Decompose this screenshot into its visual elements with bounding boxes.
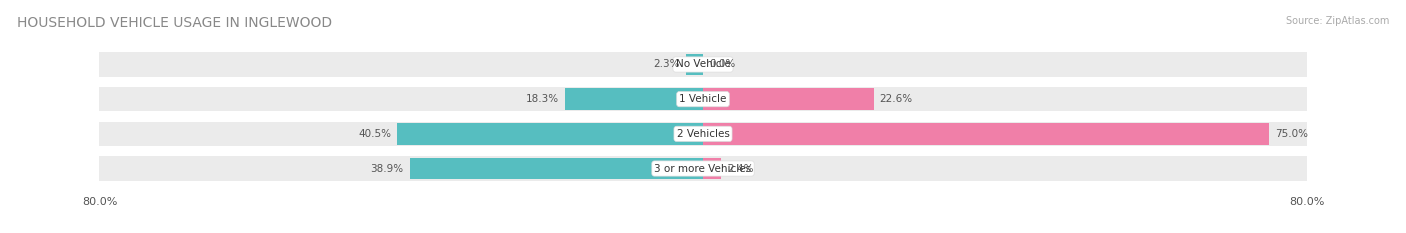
Bar — [398, 123, 703, 145]
Text: No Vehicle: No Vehicle — [675, 59, 731, 69]
Bar — [686, 54, 703, 75]
Text: 3 or more Vehicles: 3 or more Vehicles — [654, 164, 752, 174]
Text: 40.5%: 40.5% — [359, 129, 391, 139]
Text: 2.3%: 2.3% — [654, 59, 679, 69]
Text: 2.4%: 2.4% — [727, 164, 754, 174]
Text: 18.3%: 18.3% — [526, 94, 560, 104]
Bar — [703, 158, 721, 179]
Text: 22.6%: 22.6% — [880, 94, 912, 104]
Text: 38.9%: 38.9% — [370, 164, 404, 174]
Bar — [565, 88, 703, 110]
Bar — [100, 52, 1306, 77]
Text: 1 Vehicle: 1 Vehicle — [679, 94, 727, 104]
Bar — [100, 156, 1306, 181]
Text: HOUSEHOLD VEHICLE USAGE IN INGLEWOOD: HOUSEHOLD VEHICLE USAGE IN INGLEWOOD — [17, 16, 332, 30]
Bar — [409, 158, 703, 179]
Text: 75.0%: 75.0% — [1275, 129, 1308, 139]
Bar — [100, 87, 1306, 111]
Bar — [703, 88, 873, 110]
Bar — [100, 122, 1306, 146]
Bar — [703, 123, 1268, 145]
Text: 0.0%: 0.0% — [709, 59, 735, 69]
Text: Source: ZipAtlas.com: Source: ZipAtlas.com — [1285, 16, 1389, 26]
Text: 2 Vehicles: 2 Vehicles — [676, 129, 730, 139]
